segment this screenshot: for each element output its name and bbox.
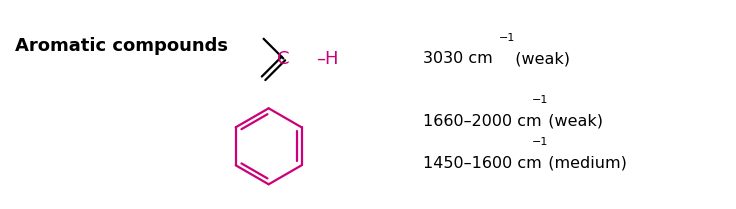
Text: Aromatic compounds: Aromatic compounds [15, 37, 227, 55]
Text: 3030 cm: 3030 cm [423, 51, 493, 66]
Text: (weak): (weak) [545, 114, 603, 129]
Text: –H: –H [316, 50, 339, 68]
Text: −1: −1 [532, 95, 548, 105]
Text: 1660–2000 cm: 1660–2000 cm [423, 114, 542, 129]
Text: (weak): (weak) [512, 51, 570, 66]
Text: −1: −1 [532, 137, 548, 147]
Text: −1: −1 [499, 33, 515, 43]
Text: C: C [277, 50, 289, 68]
Text: 1450–1600 cm: 1450–1600 cm [423, 155, 542, 171]
Text: (medium): (medium) [545, 155, 626, 171]
